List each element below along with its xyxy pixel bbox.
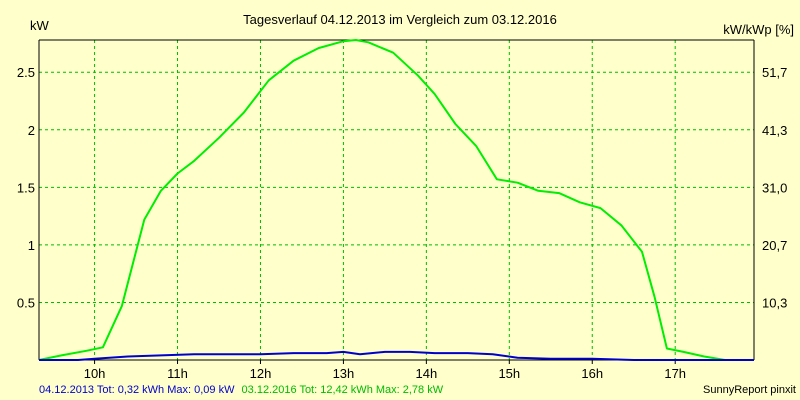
x-tick-label: 17h — [664, 366, 686, 381]
footer-credit: SunnyReport pinxit — [703, 384, 796, 396]
legend-series-blue: 04.12.2013 Tot: 0,32 kWh Max: 0,09 kW — [39, 384, 235, 396]
chart-title: Tagesverlauf 04.12.2013 im Vergleich zum… — [243, 12, 557, 27]
y-tick-label-right: 10,3 — [762, 295, 787, 310]
series-line-green — [38, 39, 754, 361]
y-tick-label-left: 1.5 — [17, 180, 35, 195]
series — [38, 39, 754, 361]
ticks: 10h 11h 12h 13h 14h 15h 16h 17h 0.5 1 1.5 2 2.5 10,3 2… — [17, 65, 787, 381]
x-tick-label: 14h — [416, 366, 438, 381]
x-tick-label: 15h — [498, 366, 520, 381]
x-tick-label: 13h — [333, 366, 355, 381]
y-tick-label-right: 20,7 — [762, 238, 787, 253]
x-tick-label: 16h — [581, 366, 603, 381]
y-tick-label-right: 41,3 — [762, 123, 787, 138]
y-tick-label-left: 0.5 — [17, 295, 35, 310]
footer-legend: 04.12.2013 Tot: 0,32 kWh Max: 0,09 kW 03… — [39, 384, 444, 396]
grid — [39, 40, 754, 360]
y-tick-label-right: 31,0 — [762, 180, 787, 195]
x-tick-label: 11h — [167, 366, 188, 381]
y-axis-left-label: kW — [30, 18, 50, 33]
y-tick-label-right: 51,7 — [762, 65, 787, 80]
x-tick-label: 10h — [84, 366, 106, 381]
plot-area — [39, 40, 754, 360]
x-tick-label: 12h — [250, 366, 272, 381]
y-axis-right-label: kW/kWp [%] — [723, 22, 794, 37]
y-tick-label-left: 1 — [28, 238, 35, 253]
y-tick-label-left: 2 — [28, 123, 35, 138]
y-tick-label-left: 2.5 — [17, 65, 35, 80]
series-line-blue — [39, 350, 754, 361]
legend-series-green: 03.12.2016 Tot: 12,42 kWh Max: 2,78 kW — [242, 384, 444, 396]
